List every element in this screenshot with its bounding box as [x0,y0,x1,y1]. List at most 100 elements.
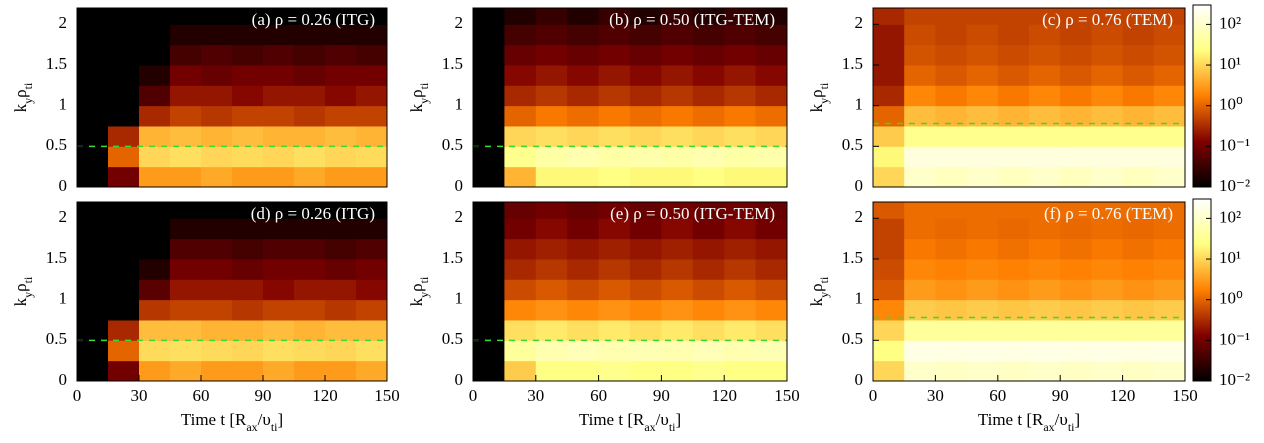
heat-cell [77,238,109,260]
heat-cell [724,64,757,86]
heat-cell [1153,146,1185,168]
heat-cell [598,64,631,86]
heat-cell [1060,299,1092,321]
y-axis-label: kyρti [807,276,831,306]
heat-cell [598,125,631,147]
heat-cell [201,299,233,321]
annotation: (b) ρ = 0.50 (ITG-TEM) [609,10,775,29]
heat-cell [724,8,757,25]
heat-cell [724,125,757,147]
heat-cell [232,299,264,321]
heat-cell [755,299,787,321]
heat-cell [630,202,662,219]
heat-cell [661,319,694,341]
heat-cell [170,24,202,46]
heat-cell [325,202,357,219]
heat-cell [1153,360,1185,381]
heat-cell [1060,8,1092,25]
heat-cell [1122,64,1155,86]
x-tick-label: 90 [255,386,272,405]
heat-cell [201,125,233,147]
colorbar-tick-label: 10⁻¹ [1219,135,1250,154]
heat-cell [873,299,905,321]
heat-cell [692,340,725,362]
x-label-part: /υ [258,410,271,429]
heat-cell [724,299,757,321]
x-tick-label: 30 [927,386,944,405]
y-label-part: ti [817,82,831,89]
y-tick-label: 2 [855,13,864,32]
heat-cell [325,299,357,321]
y-tick-label: 1 [455,95,464,114]
x-tick-label: 0 [73,386,82,405]
heat-cell [1060,146,1092,168]
heat-cell [294,299,326,321]
heat-cell [630,146,662,168]
heat-cell [139,258,171,280]
heat-cell [294,360,326,381]
heat-cell [724,202,757,219]
y-label-part: ρ [807,283,826,291]
heat-cell [108,8,140,25]
heat-cell [108,24,140,46]
heat-cell [325,238,357,260]
heat-cell [904,360,936,381]
heat-cell [1153,24,1185,46]
heat-cell [473,238,505,260]
heat-cell [139,202,171,219]
heat-cell [966,340,999,362]
heat-cell [966,146,999,168]
x-label-part: Time t [R [978,410,1044,429]
heat-cell [77,258,109,280]
heat-cell [1122,146,1155,168]
y-tick-label: 2 [59,207,68,226]
heat-cell [935,8,968,25]
x-tick-label: 60 [590,386,607,405]
y-label-part: ρ [11,283,30,291]
heat-cell [170,64,202,86]
heat-cell [1091,166,1124,187]
y-label-part: ρ [11,89,30,97]
heat-cell [873,146,905,168]
x-tick-label: 60 [193,386,210,405]
heat-cell [935,146,968,168]
heat-cell [904,125,936,147]
heat-cell [77,24,109,46]
heat-cell [598,85,631,107]
heat-cell [232,258,264,280]
y-axis-label: kyρti [11,276,35,306]
heat-cell [108,105,140,127]
heat-cell [139,299,171,321]
heat-cell [294,125,326,147]
y-label-part: k [11,297,30,306]
heat-cell [263,202,295,219]
heat-cell [170,340,202,362]
heat-cell [325,279,357,301]
heat-cell [473,85,505,107]
heat-cell [356,258,387,280]
heat-cell [1060,105,1092,127]
heat-cell [997,64,1030,86]
heat-cell [966,258,999,280]
heatmap [473,202,787,381]
heat-cell [139,44,171,66]
heat-cell [139,319,171,341]
heat-cell [598,166,631,187]
heat-cell [1029,360,1061,381]
heat-cell [325,125,357,147]
heat-cell [755,85,787,107]
heat-cell [567,360,600,381]
y-label-part: ρ [407,89,426,97]
x-label-part: ax [246,420,257,434]
y-tick-label: 0 [455,176,464,195]
y-axis-label: kyρti [807,82,831,112]
heat-cell [966,24,999,46]
heat-cell [108,218,140,240]
heat-cell [504,279,537,301]
heat-cell [630,44,662,66]
heat-cell [294,105,326,127]
heat-cell [473,319,505,341]
heat-cell [201,146,233,168]
heat-cell [724,218,757,240]
heat-cell [170,319,202,341]
